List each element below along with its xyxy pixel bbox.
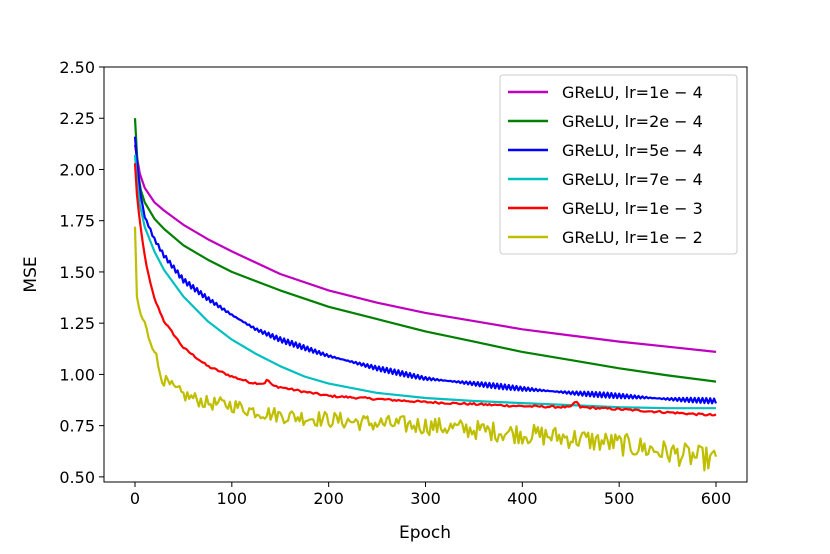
legend-label-5: GReLU, lr=1e − 3 bbox=[562, 199, 703, 218]
legend-label-6: GReLU, lr=1e − 2 bbox=[562, 228, 703, 247]
x-axis-label: Epoch bbox=[399, 523, 451, 543]
x-tick-label: 100 bbox=[217, 489, 248, 508]
legend-label-2: GReLU, lr=2e − 4 bbox=[562, 112, 703, 131]
series-line-3 bbox=[133, 136, 718, 405]
y-tick-label: 2.00 bbox=[59, 160, 95, 179]
x-tick-label: 300 bbox=[410, 489, 441, 508]
legend-label-3: GReLU, lr=5e − 4 bbox=[562, 141, 703, 160]
series-line-6 bbox=[133, 226, 718, 472]
series-line-5 bbox=[133, 163, 717, 417]
y-axis-ticks: 0.50 0.75 1.00 1.25 1.50 1.75 2.00 2.25 2.50 bbox=[59, 58, 104, 487]
x-tick-label: 200 bbox=[313, 489, 344, 508]
y-tick-label: 1.50 bbox=[59, 263, 95, 282]
y-tick-label: 0.50 bbox=[59, 468, 95, 487]
series-line-4 bbox=[133, 155, 716, 410]
legend: GReLU, lr=1e − 4 GReLU, lr=2e − 4 GReLU, l… bbox=[499, 74, 738, 255]
y-tick-label: 2.25 bbox=[59, 109, 95, 128]
y-tick-label: 1.25 bbox=[59, 314, 95, 333]
x-tick-label: 0 bbox=[130, 489, 140, 508]
y-tick-label: 1.00 bbox=[59, 365, 95, 384]
x-axis-ticks: 0 100 200 300 400 500 600 bbox=[130, 482, 731, 508]
x-tick-label: 600 bbox=[701, 489, 732, 508]
legend-label-1: GReLU, lr=1e − 4 bbox=[562, 83, 703, 102]
y-tick-label: 0.75 bbox=[59, 417, 95, 436]
series-line-2 bbox=[133, 118, 717, 383]
y-tick-label: 2.50 bbox=[59, 58, 95, 77]
x-tick-label: 500 bbox=[604, 489, 635, 508]
x-tick-label: 400 bbox=[507, 489, 538, 508]
series-line-1 bbox=[133, 144, 717, 353]
legend-box bbox=[499, 74, 738, 255]
y-tick-label: 1.75 bbox=[59, 212, 95, 231]
y-axis-label: MSE bbox=[21, 256, 41, 292]
series-layer bbox=[133, 118, 718, 472]
legend-label-4: GReLU, lr=7e − 4 bbox=[562, 170, 703, 189]
